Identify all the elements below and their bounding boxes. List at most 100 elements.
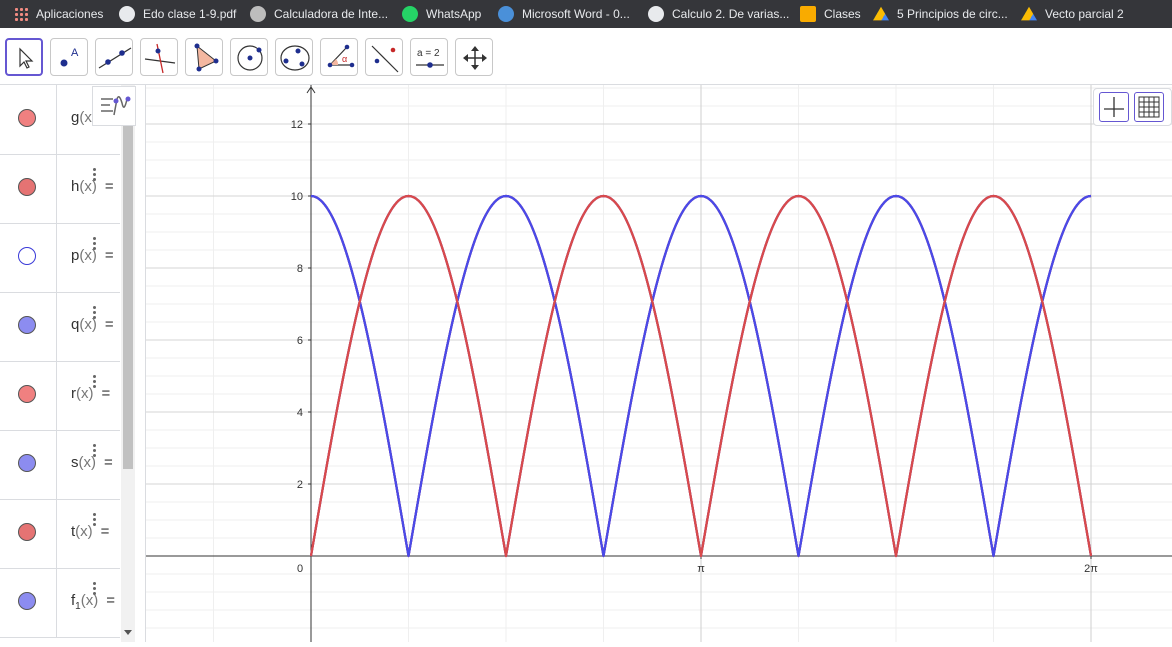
function-curve[interactable]: [309, 194, 1093, 558]
function-argument: (x): [76, 385, 94, 402]
y-tick-label: 6: [297, 335, 303, 347]
classroom-icon: [800, 6, 816, 22]
more-options-icon[interactable]: [93, 168, 97, 184]
move-tool-button[interactable]: [5, 38, 43, 76]
scrollbar-thumb[interactable]: [123, 119, 133, 469]
y-tick-label: 12: [291, 119, 303, 131]
function-definition[interactable]: q(x) =: [71, 316, 114, 333]
algebra-input-toggle-button[interactable]: [92, 86, 136, 126]
function-definition[interactable]: p(x) =: [71, 247, 114, 264]
algebra-row[interactable]: s(x) =: [0, 430, 120, 500]
polygon-tool-button[interactable]: [185, 38, 223, 76]
function-definition[interactable]: r(x) =: [71, 385, 110, 402]
function-name: t: [71, 523, 76, 540]
bookmark-word[interactable]: Microsoft Word - 0...: [498, 0, 630, 28]
algebra-view: g(x) h(x) = p(x) = q(x) = r(x) = s(x) = t(x) = f1(x) =: [0, 85, 137, 642]
visibility-toggle-icon[interactable]: [18, 316, 36, 334]
more-options-icon[interactable]: [93, 306, 97, 322]
more-options-icon[interactable]: [93, 582, 97, 598]
function-definition[interactable]: t(x) =: [71, 523, 109, 540]
visibility-cell: [0, 292, 57, 361]
move-graphics-tool-button[interactable]: [455, 38, 493, 76]
more-options-icon[interactable]: [93, 237, 97, 253]
slider-tool-button[interactable]: a = 2: [410, 38, 448, 76]
apps-grid-icon: [14, 7, 28, 21]
circle-center-icon: [237, 45, 263, 71]
visibility-cell: [0, 430, 57, 499]
slider-tool-label: a = 2: [417, 48, 440, 59]
function-argument: (x): [80, 592, 99, 609]
circle-three-points-tool-button[interactable]: [275, 38, 313, 76]
visibility-toggle-icon[interactable]: [18, 385, 36, 403]
bookmark-vecto[interactable]: Vecto parcial 2: [1021, 0, 1124, 28]
more-options-icon[interactable]: [93, 444, 97, 460]
toggle-axes-button[interactable]: [1099, 92, 1129, 122]
function-definition[interactable]: h(x) =: [71, 178, 114, 195]
angle-tool-button[interactable]: α: [320, 38, 358, 76]
bookmark-label: WhatsApp: [426, 7, 482, 21]
bookmark-whatsapp[interactable]: WhatsApp: [402, 0, 481, 28]
toggle-grid-button[interactable]: [1134, 92, 1164, 122]
more-options-icon[interactable]: [93, 513, 97, 529]
bookmark-calculadora[interactable]: Calculadora de Inte...: [250, 0, 388, 28]
algebra-row[interactable]: p(x) =: [0, 223, 120, 293]
perpendicular-line-tool-button[interactable]: [140, 38, 178, 76]
algebra-row[interactable]: q(x) =: [0, 292, 120, 362]
visibility-toggle-icon[interactable]: [18, 178, 36, 196]
globe-icon: [119, 6, 135, 22]
reflect-line-icon: [371, 45, 399, 73]
visibility-toggle-icon[interactable]: [18, 523, 36, 541]
graphics-view[interactable]: 2 4 6 8 10 12 0 π 2π: [145, 51, 1172, 642]
wordpress-icon: [498, 6, 514, 22]
line-tool-button[interactable]: [95, 38, 133, 76]
visibility-toggle-icon[interactable]: [18, 247, 36, 265]
visibility-cell: [0, 85, 57, 154]
algebra-input-icon: [101, 96, 131, 116]
bookmark-principios[interactable]: 5 Principios de circ...: [873, 0, 1008, 28]
bookmarks-bar: Aplicaciones Edo clase 1-9.pdf Calculado…: [0, 0, 1172, 28]
circle-three-points-icon: [280, 45, 310, 71]
whatsapp-icon: [402, 6, 418, 22]
bookmark-label: Clases: [824, 7, 861, 21]
function-definition[interactable]: s(x) =: [71, 454, 113, 471]
grid-toggle-icon: [1138, 96, 1160, 118]
graphics-style-bar: [1093, 88, 1172, 126]
bookmark-pdf[interactable]: Edo clase 1-9.pdf: [119, 0, 236, 28]
graph-canvas[interactable]: 2 4 6 8 10 12 0 π 2π: [146, 51, 1172, 642]
visibility-cell: [0, 568, 57, 637]
function-name: f: [71, 592, 76, 609]
algebra-row[interactable]: r(x) =: [0, 361, 120, 431]
geogebra-toolbar: A α a = 2: [0, 32, 1172, 85]
visibility-toggle-icon[interactable]: [18, 109, 36, 127]
more-options-icon[interactable]: [93, 375, 97, 391]
point-tool-label: A: [71, 47, 79, 59]
algebra-scrollbar[interactable]: [121, 85, 135, 642]
axes-toggle-icon: [1104, 97, 1124, 117]
y-tick-label: 2: [297, 479, 303, 491]
scroll-down-arrow-icon[interactable]: [121, 628, 135, 638]
function-subscript: 1: [75, 601, 81, 612]
x-tick-label: π: [697, 563, 705, 575]
equals-sign: =: [104, 316, 114, 333]
bookmark-label: Aplicaciones: [36, 7, 104, 21]
visibility-toggle-icon[interactable]: [18, 454, 36, 472]
function-definition[interactable]: f1(x) =: [71, 592, 115, 612]
visibility-cell: [0, 361, 57, 430]
algebra-row[interactable]: h(x) =: [0, 154, 120, 224]
google-drive-icon: [1021, 6, 1037, 21]
function-argument: (x): [79, 178, 97, 195]
function-name: r: [71, 385, 76, 402]
function-argument: (x): [78, 454, 97, 471]
point-tool-button[interactable]: A: [50, 38, 88, 76]
function-curve[interactable]: [310, 194, 1092, 558]
algebra-row[interactable]: f1(x) =: [0, 568, 120, 638]
bookmark-calculo[interactable]: Calculo 2. De varias...: [648, 0, 789, 28]
bookmark-apps[interactable]: Aplicaciones: [14, 0, 103, 28]
function-argument: (x): [75, 523, 93, 540]
algebra-row[interactable]: t(x) =: [0, 499, 120, 569]
reflect-tool-button[interactable]: [365, 38, 403, 76]
circle-center-tool-button[interactable]: [230, 38, 268, 76]
bookmark-clases[interactable]: Clases: [800, 0, 861, 28]
equals-sign: =: [106, 592, 115, 609]
visibility-toggle-icon[interactable]: [18, 592, 36, 610]
